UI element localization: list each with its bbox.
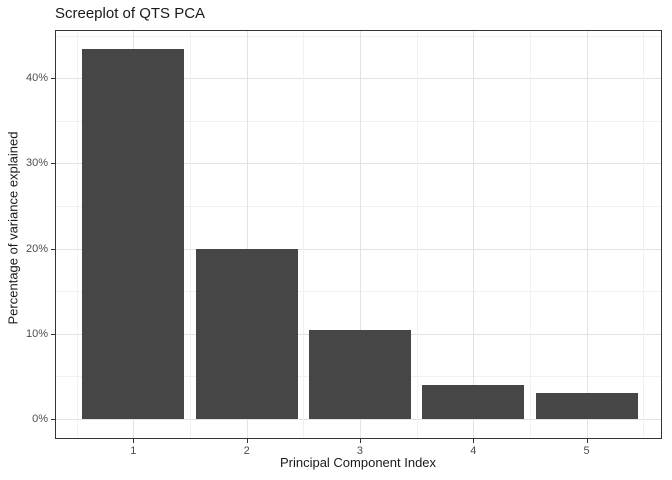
x-tick-mark [246, 439, 248, 443]
gridline-minor-horizontal [56, 35, 661, 37]
bar-pc3 [308, 330, 411, 419]
x-tick-label: 2 [243, 445, 250, 457]
gridline-minor-vertical [76, 31, 78, 438]
gridline-minor-horizontal [56, 120, 661, 122]
y-tick-mark [51, 333, 55, 335]
bar-pc5 [535, 393, 638, 419]
x-tick-mark [473, 439, 475, 443]
gridline-major-vertical [586, 31, 588, 438]
y-tick-label: 40% [25, 72, 48, 85]
bar-pc1 [82, 49, 185, 419]
x-axis-title: Principal Component Index [279, 455, 437, 470]
x-tick-mark [359, 439, 361, 443]
bar-pc4 [422, 384, 525, 419]
gridline-major-vertical [246, 31, 248, 438]
gridline-major-horizontal [56, 163, 661, 165]
y-tick-mark [51, 248, 55, 250]
plot-panel [55, 30, 662, 439]
y-tick-mark [51, 78, 55, 80]
y-tick-label: 30% [25, 157, 48, 170]
y-tick-label: 10% [25, 327, 48, 340]
chart-title: Screeplot of QTS PCA [55, 5, 206, 22]
x-tick-label: 5 [583, 445, 590, 457]
bar-pc2 [195, 248, 298, 419]
y-tick-mark [51, 419, 55, 420]
gridline-minor-vertical [643, 31, 645, 438]
gridline-major-horizontal [56, 248, 661, 250]
gridline-minor-vertical [416, 31, 418, 438]
y-tick-mark [51, 163, 55, 165]
x-tick-mark [133, 439, 135, 443]
y-tick-label: 20% [25, 242, 48, 255]
x-tick-label: 1 [130, 445, 137, 457]
x-tick-label: 4 [470, 445, 477, 457]
gridline-minor-vertical [189, 31, 191, 438]
gridline-major-vertical [473, 31, 475, 438]
gridline-major-vertical [359, 31, 361, 438]
y-tick-label: 0% [32, 413, 48, 425]
gridline-minor-vertical [529, 31, 531, 438]
gridline-minor-horizontal [56, 291, 661, 293]
gridline-major-horizontal [56, 78, 661, 80]
gridline-major-horizontal [56, 419, 661, 420]
gridline-minor-horizontal [56, 206, 661, 208]
x-tick-mark [586, 439, 588, 443]
gridline-minor-vertical [303, 31, 305, 438]
x-tick-label: 3 [356, 445, 364, 457]
